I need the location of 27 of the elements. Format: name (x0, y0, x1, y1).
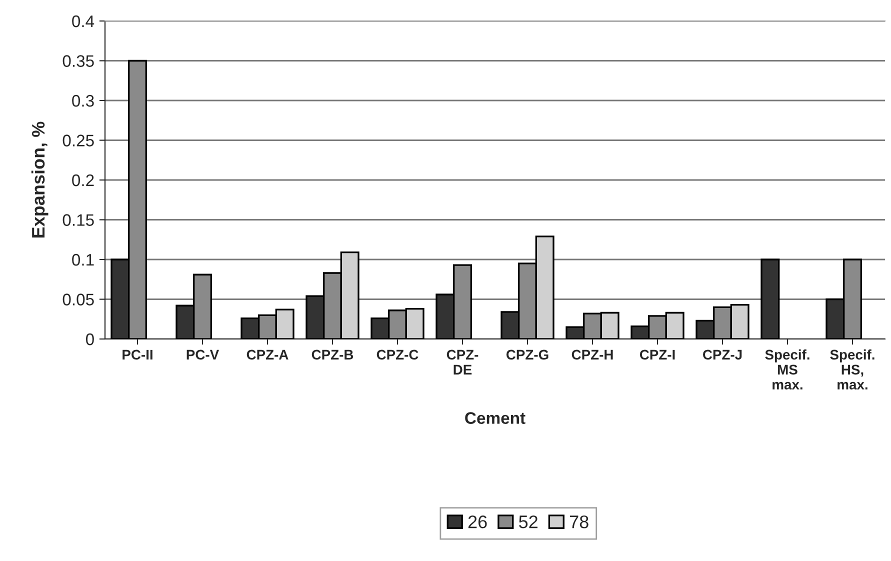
legend-label: 52 (519, 516, 538, 528)
x-tick-label: CPZ-H (572, 350, 613, 360)
y-axis-title: Expansion, % (31, 122, 48, 238)
legend-label: 78 (570, 516, 588, 528)
x-tick-label: CPZ-I (640, 350, 675, 360)
y-tick-label: 0.25 (62, 134, 94, 146)
x-tick-label: CPZ-B (312, 350, 354, 360)
x-tick-label: PC-V (186, 350, 219, 360)
x-tick-label: CPZ- DE (446, 350, 478, 374)
legend-label: 26 (468, 516, 487, 528)
y-tick-label: 0.2 (72, 174, 94, 186)
y-tick-label: 0.4 (72, 15, 94, 28)
x-tick-label: Specif. MS max. (765, 349, 810, 390)
x-tick-label: CPZ-C (376, 350, 418, 360)
y-tick-label: 0.3 (72, 94, 94, 107)
bar (760, 258, 780, 339)
x-axis-title: Cement (465, 412, 526, 424)
y-tick-label: 0.35 (62, 55, 94, 67)
x-tick-label: Specif. HS, max. (830, 349, 874, 390)
y-tick-label: 0.1 (72, 254, 94, 266)
y-tick-label: 0.05 (62, 294, 94, 306)
x-tick-label: CPZ-J (703, 350, 742, 360)
y-tick-label: 0.15 (62, 214, 94, 226)
x-tick-label: CPZ-A (246, 350, 288, 360)
x-tick-label: CPZ-G (506, 350, 548, 360)
x-tick-label: PC-II (122, 350, 152, 360)
y-tick-label: 0 (86, 333, 94, 346)
